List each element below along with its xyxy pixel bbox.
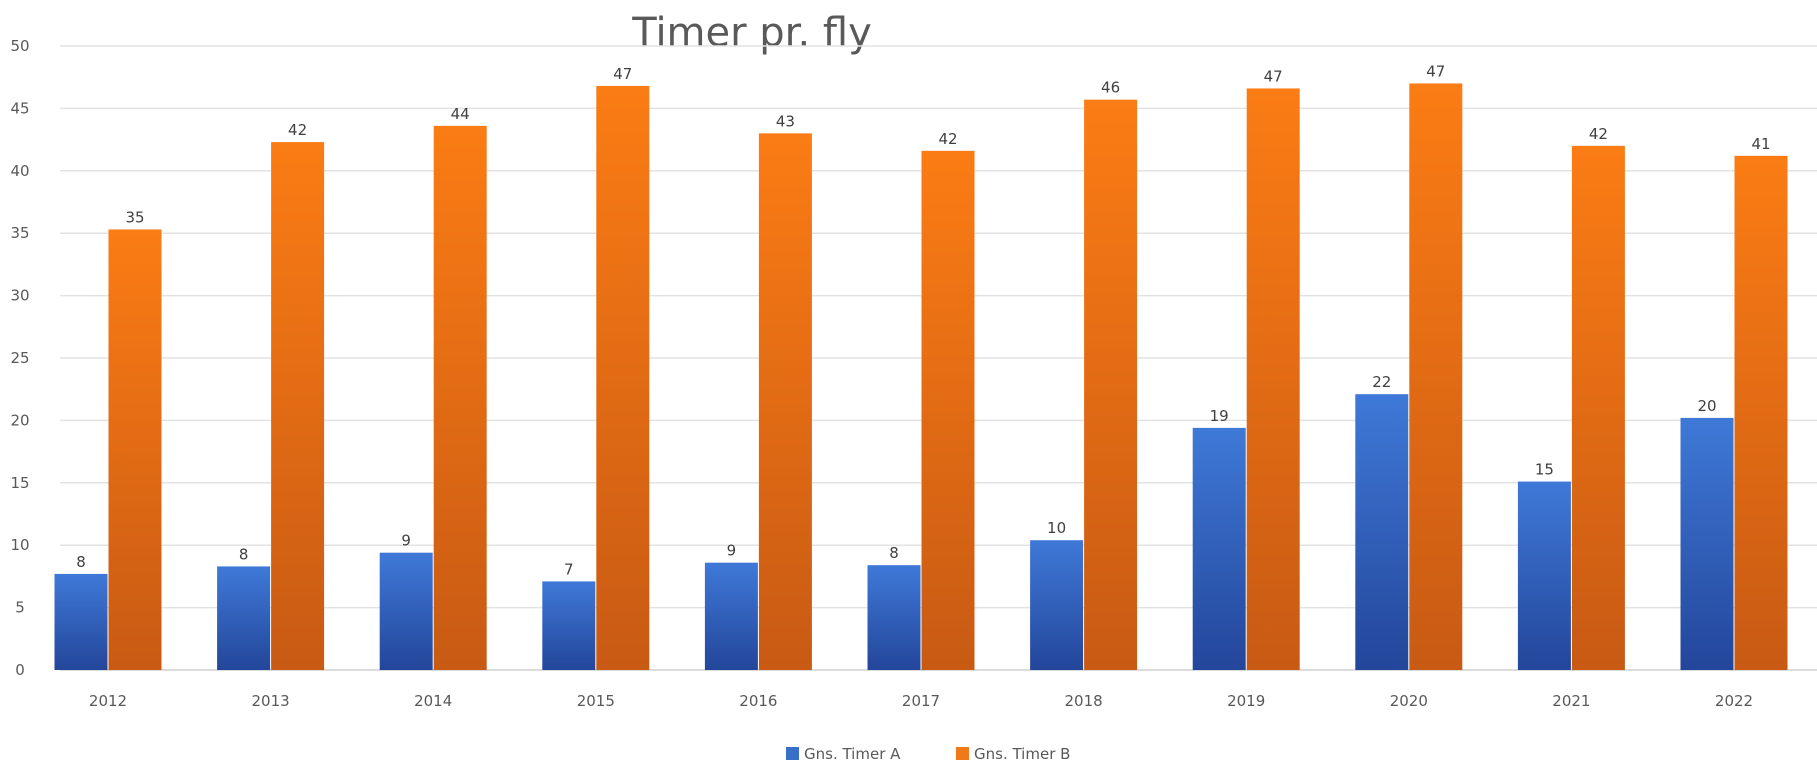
- bar-timer-a: [217, 566, 271, 670]
- bar-timer-b: [108, 229, 162, 670]
- data-label: 7: [564, 560, 574, 578]
- data-label: 47: [1264, 67, 1283, 85]
- y-tick-label: 15: [10, 474, 29, 492]
- y-tick-label: 30: [10, 287, 29, 305]
- data-label: 47: [613, 65, 632, 83]
- data-label: 8: [889, 544, 899, 562]
- data-label: 43: [776, 112, 795, 130]
- data-label: 22: [1372, 373, 1391, 391]
- bar-timer-a: [867, 565, 921, 670]
- bar-timer-b: [921, 150, 975, 670]
- data-label: 46: [1101, 79, 1120, 97]
- x-tick-label: 2013: [252, 692, 290, 710]
- x-tick-label: 2019: [1227, 692, 1265, 710]
- data-label: 42: [288, 121, 307, 139]
- x-tick-label: 2022: [1715, 692, 1753, 710]
- x-tick-label: 2018: [1065, 692, 1103, 710]
- bar-timer-b: [1246, 88, 1300, 670]
- data-label: 15: [1535, 461, 1554, 479]
- x-tick-label: 2020: [1390, 692, 1428, 710]
- y-tick-label: 45: [10, 99, 29, 117]
- y-axis: 0 5 10 15 20 25 30 35 40 45 50: [10, 37, 29, 679]
- x-tick-label: 2021: [1552, 692, 1590, 710]
- x-tick-label: 2016: [739, 692, 777, 710]
- data-label: 41: [1751, 135, 1770, 153]
- y-tick-label: 40: [10, 162, 29, 180]
- data-label: 9: [727, 542, 737, 560]
- y-tick-label: 20: [10, 411, 29, 429]
- x-tick-label: 2012: [89, 692, 127, 710]
- data-label: 10: [1047, 519, 1066, 537]
- data-label: 35: [125, 208, 144, 226]
- data-label: 8: [76, 553, 86, 571]
- data-label: 8: [239, 545, 249, 563]
- y-tick-label: 35: [10, 224, 29, 242]
- bar-timer-a: [1030, 540, 1084, 670]
- data-label: 42: [1589, 125, 1608, 143]
- legend-label-timer-b: Gns. Timer B: [974, 745, 1070, 763]
- bar-timer-b: [1734, 155, 1788, 671]
- y-tick-label: 25: [10, 349, 29, 367]
- bar-timer-b: [271, 142, 325, 670]
- legend-label-timer-a: Gns. Timer A: [804, 745, 901, 763]
- bar-timer-a: [54, 573, 108, 670]
- bar-timer-a: [1355, 394, 1409, 670]
- bar-timer-b: [1084, 99, 1138, 670]
- bar-timer-a: [704, 562, 758, 670]
- x-axis: 2012 2013 2014 2015 2016 2017 2018 2019 2020 2021…: [89, 692, 1753, 710]
- legend: Gns. Timer A Gns. Timer B: [786, 745, 1070, 763]
- bar-timer-b: [1409, 83, 1463, 670]
- x-tick-label: 2015: [577, 692, 615, 710]
- bar-timer-a: [542, 581, 596, 670]
- bar-timer-a: [1517, 481, 1571, 670]
- bar-timer-b: [433, 125, 487, 670]
- data-label: 44: [451, 105, 470, 123]
- bars: 8 35 8 42 9 44 7 47 9 43 8 42 10 46 19 47 22 47 15 42 20 41: [54, 62, 1788, 671]
- data-label: 19: [1210, 407, 1229, 425]
- bar-timer-a: [1192, 427, 1246, 670]
- legend-swatch-timer-a: [786, 747, 799, 760]
- y-tick-label: 5: [15, 599, 25, 617]
- y-tick-label: 0: [15, 661, 25, 679]
- x-tick-label: 2017: [902, 692, 940, 710]
- chart-title: Timer pr. fly: [631, 10, 872, 56]
- bar-timer-b: [596, 85, 650, 671]
- y-tick-label: 10: [10, 536, 29, 554]
- data-label: 47: [1426, 62, 1445, 80]
- y-tick-label: 50: [10, 37, 29, 55]
- bar-timer-a: [1680, 417, 1734, 670]
- bar-timer-b: [1571, 145, 1625, 671]
- data-label: 42: [938, 130, 957, 148]
- x-tick-label: 2014: [414, 692, 452, 710]
- data-label: 9: [401, 532, 411, 550]
- bar-timer-a: [379, 552, 433, 670]
- bar-timer-b: [758, 133, 812, 671]
- data-label: 20: [1697, 397, 1716, 415]
- legend-swatch-timer-b: [956, 747, 969, 760]
